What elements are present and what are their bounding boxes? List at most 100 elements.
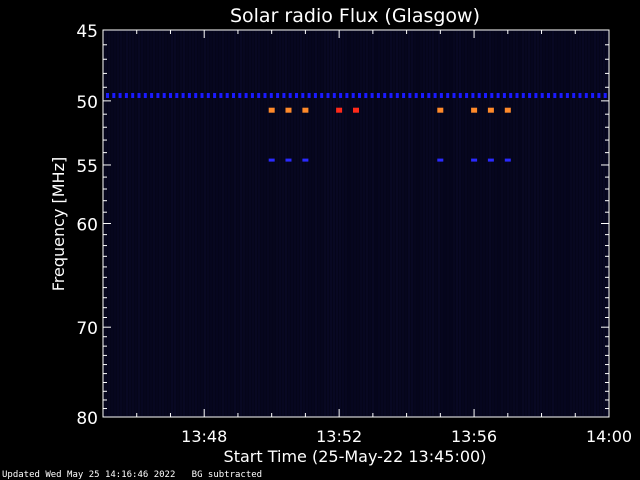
texture-stripe (594, 31, 596, 416)
texture-stripe (135, 31, 137, 416)
texture-stripe (363, 31, 365, 416)
continuous-emission-line-segment (288, 93, 292, 98)
texture-stripe (144, 31, 146, 416)
continuous-emission-line-segment (591, 93, 595, 98)
texture-stripe (579, 31, 581, 416)
x-axis-label: Start Time (25-May-22 13:45:00) (224, 447, 487, 466)
y-tick-label: 55 (76, 157, 98, 177)
texture-stripe (243, 31, 245, 416)
texture-stripe (201, 31, 203, 416)
burst-mark (268, 107, 275, 113)
x-tick-label: 13:52 (316, 427, 362, 446)
texture-stripe (159, 31, 161, 416)
texture-stripe (543, 31, 545, 416)
texture-stripe (258, 31, 260, 416)
texture-stripe (384, 31, 386, 416)
texture-stripe (555, 31, 557, 416)
texture-stripe (471, 31, 473, 416)
continuous-emission-line-segment (339, 93, 343, 98)
continuous-emission-line-segment (162, 93, 166, 98)
texture-stripe (396, 31, 398, 416)
texture-stripe (510, 31, 512, 416)
burst-mark (437, 107, 444, 113)
texture-stripe (582, 31, 584, 416)
texture-stripe (585, 31, 587, 416)
continuous-emission-line-segment (112, 93, 116, 98)
continuous-emission-line-segment (219, 93, 223, 98)
texture-stripe (180, 31, 182, 416)
texture-stripe (192, 31, 194, 416)
texture-stripe (147, 31, 149, 416)
continuous-emission-line-segment (547, 93, 550, 98)
texture-stripe (117, 31, 119, 416)
texture-stripe (477, 31, 479, 416)
continuous-emission-line-segment (320, 93, 324, 98)
texture-stripe (540, 31, 542, 416)
texture-stripe (219, 31, 221, 416)
texture-stripe (468, 31, 470, 416)
continuous-emission-line-segment (345, 93, 349, 98)
texture-stripe (126, 31, 128, 416)
texture-stripe (546, 31, 548, 416)
texture-stripe (402, 31, 404, 416)
texture-stripe (522, 31, 524, 416)
continuous-emission-line-segment (250, 93, 254, 98)
y-tick-label: 70 (76, 319, 98, 339)
texture-stripe (564, 31, 566, 416)
texture-stripe (417, 31, 419, 416)
continuous-emission-line-segment (458, 93, 462, 98)
texture-stripe (171, 31, 173, 416)
continuous-emission-line-segment (471, 93, 475, 98)
texture-stripe (390, 31, 392, 416)
texture-stripe (435, 31, 437, 416)
texture-stripe (465, 31, 467, 416)
burst-mark (353, 107, 359, 113)
texture-stripe (366, 31, 368, 416)
texture-stripe (570, 31, 572, 416)
texture-stripe (252, 31, 254, 416)
texture-stripe (330, 31, 332, 416)
texture-stripe (534, 31, 536, 416)
texture-stripe (327, 31, 329, 416)
texture-stripe (132, 31, 134, 416)
texture-stripe (474, 31, 476, 416)
continuous-emission-line-segment (206, 93, 210, 98)
texture-stripe (279, 31, 281, 416)
axes: 45 50 55 60 70 80 13:48 13:52 13:56 14:00 (76, 22, 632, 446)
texture-stripe (567, 31, 569, 416)
continuous-emission-line-segment (439, 93, 443, 98)
texture-stripe (378, 31, 380, 416)
texture-stripe (156, 31, 158, 416)
continuous-emission-line-segment (421, 93, 424, 98)
texture-stripe (453, 31, 455, 416)
texture-stripe (213, 31, 215, 416)
texture-stripe (333, 31, 335, 416)
texture-stripe (525, 31, 527, 416)
texture-stripe (210, 31, 212, 416)
continuous-emission-line-segment (540, 93, 544, 98)
continuous-emission-line-segment (225, 93, 229, 98)
footer-status: Updated Wed May 25 14:16:46 2022 BG subt… (2, 470, 262, 480)
texture-stripe (519, 31, 521, 416)
continuous-emission-line-segment (402, 93, 406, 98)
texture-stripe (456, 31, 458, 416)
continuous-emission-line-segment (194, 93, 198, 98)
y-tick-label: 60 (76, 216, 98, 236)
texture-stripe (321, 31, 323, 416)
chart-title: Solar radio Flux (Glasgow) (230, 5, 480, 27)
harmonic-dots-mark (285, 158, 292, 162)
texture-stripe (528, 31, 530, 416)
texture-stripe (255, 31, 257, 416)
texture-stripe (537, 31, 539, 416)
continuous-emission-line-segment (326, 93, 330, 98)
texture-stripe (240, 31, 242, 416)
burst-mark (504, 107, 511, 113)
texture-stripe (495, 31, 497, 416)
continuous-emission-line-segment (313, 93, 317, 98)
texture-stripe (381, 31, 383, 416)
texture-stripe (273, 31, 275, 416)
continuous-emission-line-segment (389, 93, 393, 98)
texture-stripe (558, 31, 560, 416)
texture-stripe (498, 31, 500, 416)
texture-stripe (168, 31, 170, 416)
